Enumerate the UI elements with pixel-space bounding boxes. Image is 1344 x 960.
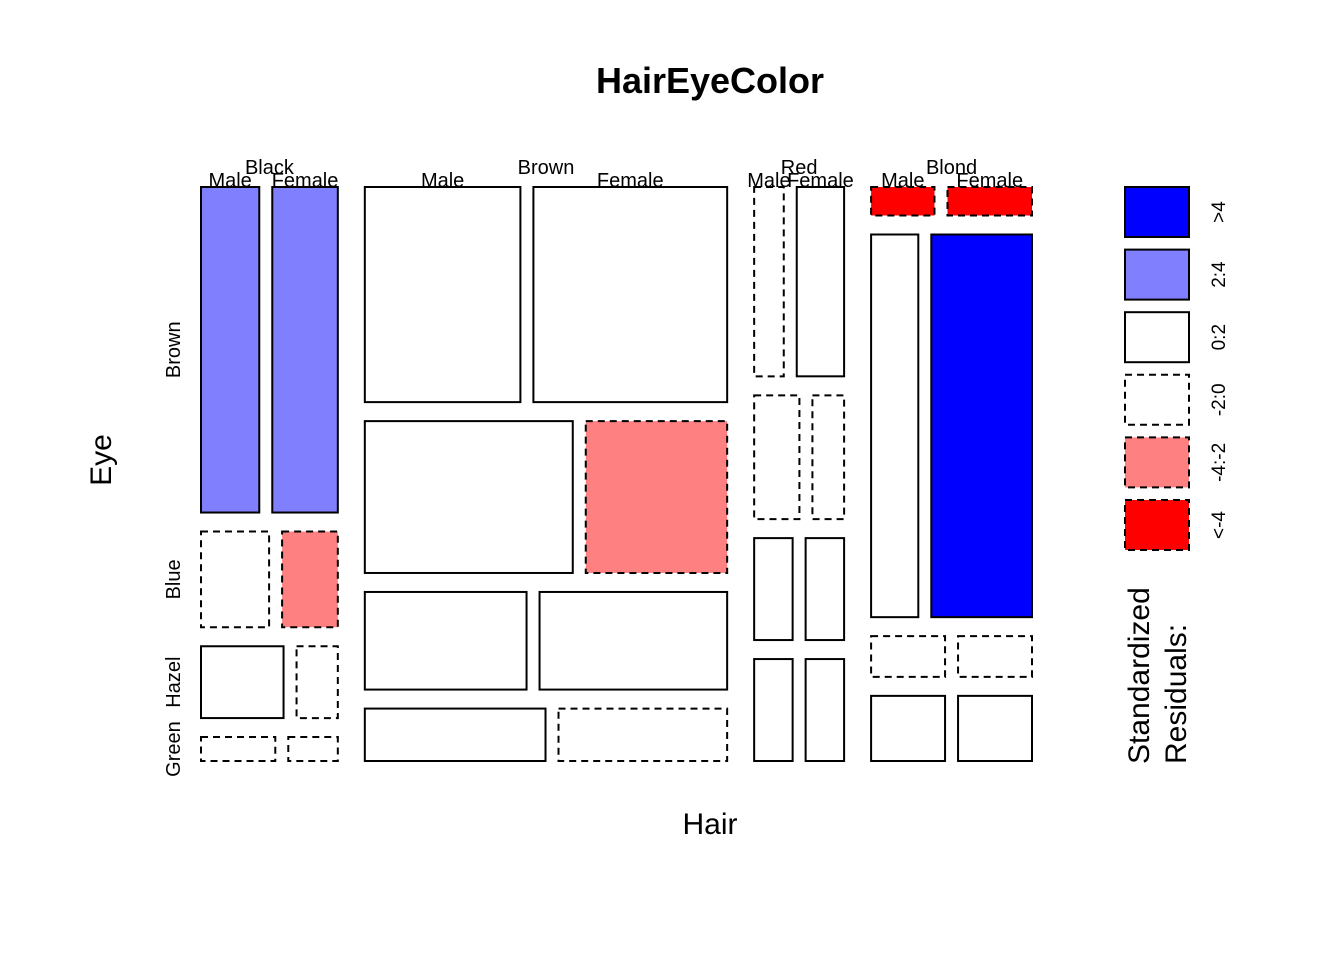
legend-label-1: 2:4 — [1209, 261, 1230, 288]
tile-red-female-blue — [811, 394, 846, 521]
tile-red-male-green — [753, 658, 794, 762]
chart-title: HairEyeColor — [596, 60, 824, 101]
tile-red-female-brown — [795, 186, 846, 378]
eye-label-hazel: Hazel — [163, 657, 185, 708]
tile-brown-female-brown — [532, 186, 729, 404]
tile-brown-male-blue — [363, 420, 574, 574]
sex-label-black-male: Male — [208, 170, 251, 192]
tile-blond-female-hazel — [957, 635, 1033, 678]
tile-blond-female-brown — [946, 186, 1033, 217]
legend-label-0: >4 — [1209, 201, 1230, 223]
legend-label-3: -2:0 — [1209, 383, 1230, 416]
hair-label-red: Red — [781, 157, 818, 179]
tile-red-male-brown — [753, 186, 785, 378]
eye-label-brown: Brown — [163, 321, 185, 378]
tile-brown-male-brown — [363, 186, 522, 404]
tile-blond-female-green — [957, 694, 1033, 762]
sex-label-blond-female: Female — [956, 170, 1023, 192]
sex-label-blond-male: Male — [881, 170, 924, 192]
hair-label-brown: Brown — [518, 157, 575, 179]
legend-label-4: -4:-2 — [1209, 443, 1230, 482]
sex-label-brown-female: Female — [597, 170, 664, 192]
tile-black-male-blue — [200, 530, 271, 629]
legend-label-5: <-4 — [1209, 511, 1230, 539]
tile-black-male-green — [200, 736, 277, 762]
eye-label-green: Green — [163, 721, 185, 777]
tile-brown-female-green — [557, 707, 729, 763]
legend-swatch-4 — [1124, 436, 1190, 489]
x-axis-title: Hair — [682, 808, 737, 841]
hair-label-blond: Blond — [926, 157, 977, 179]
tile-black-female-hazel — [295, 645, 339, 720]
tile-brown-female-hazel — [538, 590, 729, 691]
legend-swatch-0 — [1124, 186, 1190, 238]
tile-black-female-blue — [281, 530, 339, 629]
legend-label-2: 0:2 — [1209, 324, 1230, 350]
hair-label-black: Black — [245, 157, 295, 179]
legend-swatch-5 — [1124, 499, 1190, 551]
tile-red-male-blue — [753, 394, 801, 521]
hair-labels: Black Brown Red Blond — [245, 157, 977, 179]
legend-swatch-2 — [1124, 311, 1190, 364]
sex-label-red-female: Female — [787, 170, 854, 192]
legend-title-line1: Standardized — [1123, 587, 1156, 764]
tile-blond-male-blue — [870, 233, 920, 619]
sex-label-brown-male: Male — [421, 170, 464, 192]
tile-blond-male-hazel — [870, 635, 947, 678]
y-axis-title: Eye — [85, 434, 118, 486]
tile-brown-male-hazel — [363, 590, 528, 691]
legend-swatch-1 — [1124, 248, 1190, 301]
legend-swatch-3 — [1124, 373, 1190, 426]
legend-title-line2: Residuals: — [1160, 624, 1193, 764]
tile-red-male-hazel — [753, 537, 794, 642]
eye-label-blue: Blue — [163, 559, 185, 599]
tile-red-female-green — [804, 658, 846, 762]
mosaic-tiles — [200, 186, 1033, 763]
tile-black-female-brown — [271, 186, 339, 514]
tile-black-female-green — [287, 736, 339, 762]
tile-red-female-hazel — [804, 537, 846, 642]
tile-black-male-hazel — [200, 645, 285, 720]
tile-blond-male-brown — [870, 186, 936, 217]
tile-brown-male-green — [363, 707, 547, 763]
eye-labels: Brown Blue Hazel Green — [163, 321, 185, 776]
tile-brown-female-blue — [584, 420, 729, 574]
tile-blond-male-green — [870, 694, 947, 762]
sex-label-black-female: Female — [272, 170, 339, 192]
tile-blond-female-blue — [930, 233, 1033, 619]
tile-black-male-brown — [200, 186, 261, 514]
sex-label-red-male: Male — [747, 170, 790, 192]
legend: >4 2:4 0:2 -2:0 -4:-2 <-4 Standardized Residu… — [1123, 186, 1230, 764]
